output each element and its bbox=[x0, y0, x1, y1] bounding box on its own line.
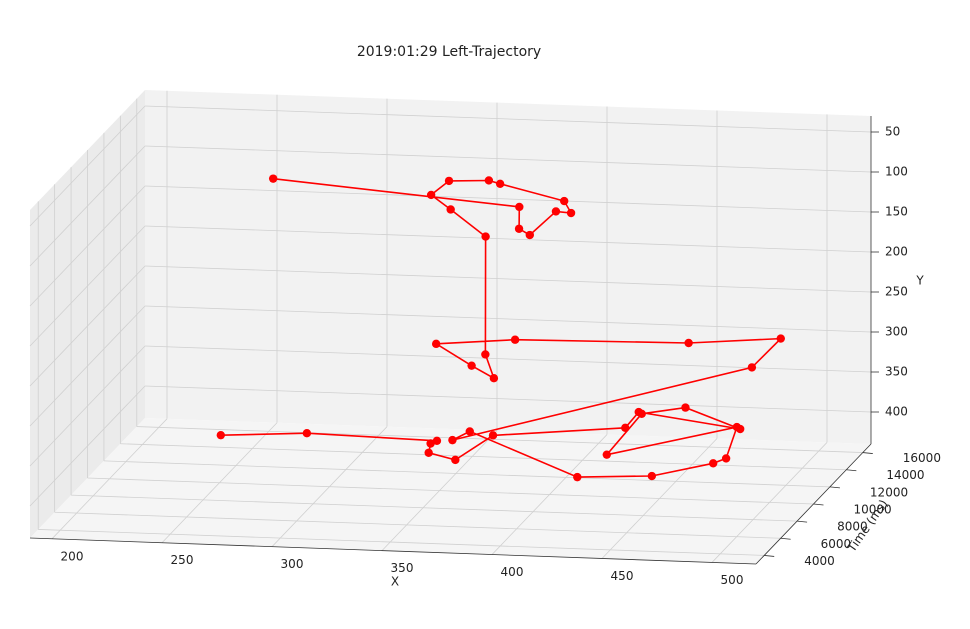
trajectory-point bbox=[637, 409, 646, 418]
trajectory-point bbox=[424, 448, 433, 457]
z-tick bbox=[862, 452, 873, 454]
axis-line bbox=[29, 537, 757, 565]
trajectory-point bbox=[484, 176, 494, 185]
x-tick-label: 200 bbox=[61, 549, 84, 563]
trajectory-point bbox=[684, 338, 693, 348]
trajectory-point bbox=[451, 455, 460, 465]
trajectory-point bbox=[431, 339, 441, 349]
trajectory-point bbox=[708, 459, 718, 468]
trajectory-point bbox=[566, 208, 576, 218]
z-tick bbox=[829, 486, 840, 489]
trajectory-point bbox=[776, 334, 785, 343]
grid-line bbox=[54, 511, 781, 539]
trajectory-point bbox=[510, 335, 520, 344]
trajectory-point bbox=[448, 435, 457, 445]
grid-line bbox=[103, 460, 830, 488]
trajectory-point bbox=[514, 224, 524, 233]
grid-line bbox=[87, 477, 814, 505]
z-tick-label: 14000 bbox=[886, 468, 924, 482]
grid-line bbox=[144, 185, 872, 213]
x-tick-label: 250 bbox=[171, 553, 194, 567]
y-tick-label: 150 bbox=[885, 205, 908, 219]
trajectory-point bbox=[488, 431, 498, 440]
x-tick-label: 450 bbox=[611, 569, 634, 583]
y-tick-label: 400 bbox=[885, 405, 908, 419]
trajectory-point bbox=[551, 207, 561, 216]
x-tick-label: 350 bbox=[391, 561, 414, 575]
grid-line bbox=[120, 443, 847, 471]
z-tick bbox=[780, 537, 791, 540]
trajectory-point bbox=[465, 427, 474, 436]
trajectory-point bbox=[515, 202, 524, 212]
z-tick-label: 10000 bbox=[854, 503, 892, 517]
y-axis-label: Y bbox=[915, 274, 924, 288]
y-tick-label: 250 bbox=[885, 285, 908, 299]
z-tick bbox=[813, 503, 824, 506]
chart-title: 2019:01:29 Left-Trajectory bbox=[357, 44, 541, 60]
y-tick-label: 200 bbox=[885, 245, 908, 259]
y-tick-label: 50 bbox=[885, 125, 900, 139]
y-tick-label: 100 bbox=[885, 165, 908, 179]
trajectory-point bbox=[681, 403, 690, 412]
trajectory-point bbox=[602, 450, 611, 459]
trajectory-point bbox=[647, 471, 657, 481]
grid-line bbox=[144, 265, 872, 293]
trajectory-point bbox=[426, 439, 435, 448]
grid-line bbox=[71, 494, 798, 522]
trajectory-point bbox=[495, 179, 505, 189]
trajectory-point bbox=[426, 190, 436, 200]
grid-line bbox=[144, 305, 872, 333]
z-tick-label: 8000 bbox=[837, 520, 868, 534]
y-tick-label: 350 bbox=[885, 365, 908, 379]
trajectory-point bbox=[302, 428, 312, 438]
z-tick bbox=[797, 520, 808, 523]
trajectory-point bbox=[268, 174, 278, 183]
grid-line bbox=[38, 529, 765, 556]
trajectory-point bbox=[747, 363, 757, 372]
grid-line bbox=[144, 145, 872, 173]
grid-line bbox=[144, 225, 872, 253]
grid-line bbox=[144, 105, 872, 133]
axis-line bbox=[755, 443, 872, 565]
z-tick-label: 4000 bbox=[804, 554, 835, 568]
trajectory-point bbox=[525, 230, 534, 240]
x-tick-label: 300 bbox=[281, 557, 304, 571]
trajectory-point bbox=[444, 176, 454, 186]
trajectory-point bbox=[573, 472, 582, 482]
z-tick bbox=[764, 555, 775, 557]
trajectory-point bbox=[732, 422, 742, 432]
x-tick-label: 500 bbox=[721, 573, 744, 587]
trajectory-point bbox=[216, 430, 226, 440]
x-tick-label: 400 bbox=[501, 565, 524, 579]
trajectory-point bbox=[621, 423, 630, 433]
z-tick-label: 6000 bbox=[821, 537, 852, 551]
trajectory-point bbox=[432, 436, 442, 445]
trajectory-point bbox=[446, 205, 455, 214]
trajectory-point bbox=[721, 454, 731, 463]
trajectory-point bbox=[489, 373, 499, 383]
trajectory-point bbox=[481, 232, 490, 241]
trajectory-point bbox=[481, 350, 490, 359]
grid-line bbox=[144, 385, 872, 413]
x-axis-label: X bbox=[391, 575, 399, 589]
back-pane bbox=[145, 90, 871, 444]
z-tick-label: 16000 bbox=[903, 451, 941, 465]
trajectory-point bbox=[467, 361, 476, 370]
z-tick bbox=[846, 469, 857, 472]
y-tick-label: 300 bbox=[885, 325, 908, 339]
trajectory-point bbox=[560, 196, 569, 206]
grid-line bbox=[136, 426, 863, 453]
z-tick-label: 12000 bbox=[870, 485, 908, 499]
